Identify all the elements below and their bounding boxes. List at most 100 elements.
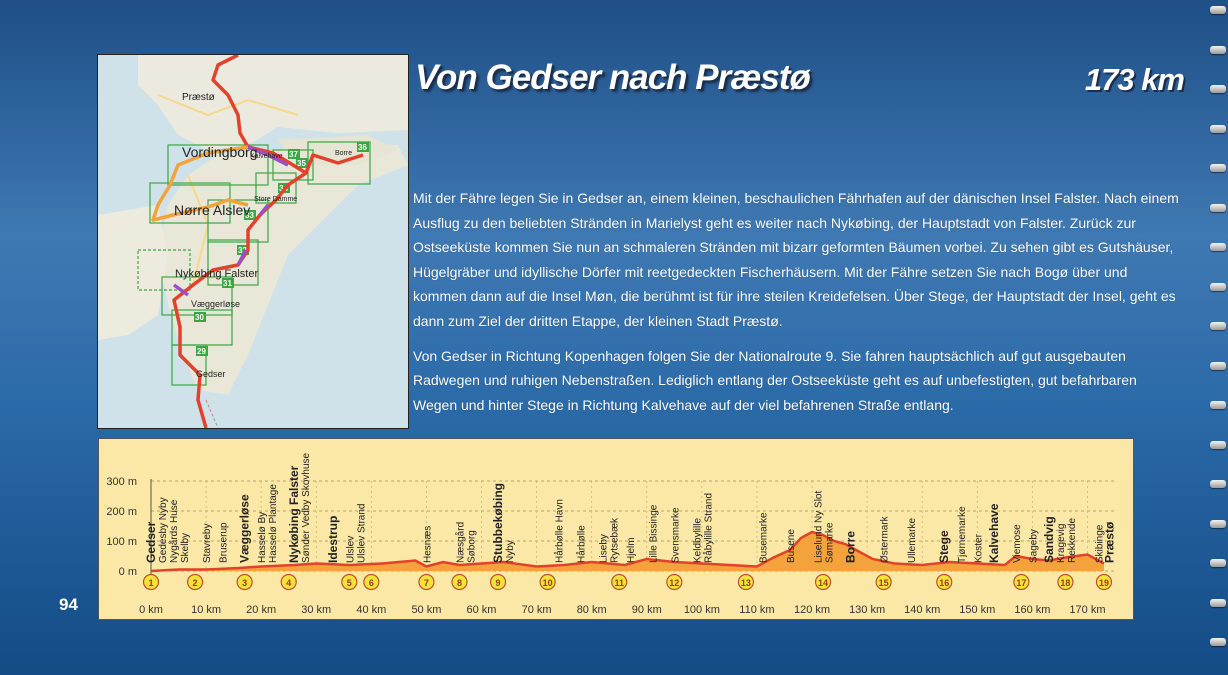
x-axis-label: 70 km (522, 604, 552, 616)
place-label: Stavreby (202, 524, 213, 563)
waypoint-label: 10 (543, 578, 553, 588)
waypoint-markers: 1 2 3 4 5 6 7 8 9 10 11 12 13 14 15 16 17 18 19 (142, 573, 1113, 591)
place-label: Idestrup (326, 516, 340, 563)
place-label: Nørre Alslev (174, 202, 250, 218)
place-label: Råbylille Strand (702, 493, 714, 563)
tile-label: 37 (289, 150, 298, 159)
place-label: Hårbølle (576, 525, 588, 563)
map-canvas: 29 30 31 32 33 34 35 36 37 Præstø Vordin… (98, 55, 408, 428)
waypoint-label: 13 (741, 578, 751, 588)
place-label: Bruserup (219, 522, 230, 563)
place-label: Gedesby Nyby (158, 497, 169, 563)
x-axis-label: 60 km (467, 604, 497, 616)
place-label: Koster (973, 533, 984, 563)
waypoint-marker (1013, 573, 1030, 591)
waypoint-marker (236, 573, 253, 591)
ferry-line (205, 399, 219, 428)
binding-ring (1210, 598, 1226, 607)
place-label: Hasselø By (257, 512, 268, 563)
place-label: Borre (335, 150, 352, 157)
x-axis-label: 20 km (246, 604, 276, 616)
x-axis-label: 0 km (139, 604, 163, 616)
waypoint-label: 8 (457, 578, 462, 588)
place-label: Præstø (182, 92, 215, 103)
binding-ring (1210, 322, 1226, 330)
binding-ring (1210, 6, 1226, 14)
land-zealand (138, 55, 408, 150)
place-label: Sømarke (825, 522, 836, 563)
waypoint-label: 6 (369, 578, 374, 588)
x-axis-label: 110 km (739, 604, 774, 616)
place-label: Viemose (1012, 524, 1023, 563)
place-label: Kragevig (1056, 524, 1067, 563)
waypoint-label: 1 (148, 578, 153, 588)
tile-label: 36 (358, 143, 367, 152)
binding-ring (1210, 480, 1226, 488)
waypoint-label: 7 (424, 578, 429, 588)
y-axis-labels: 300 m 200 m 100 m 0 m (106, 476, 137, 578)
x-axis-label: 10 km (191, 604, 221, 616)
waypoint-label: 3 (242, 578, 247, 588)
x-axis-labels: 0 km 10 km 20 km 30 km 40 km 50 km 60 km 70 km 8… (139, 604, 1105, 616)
binding-ring (1210, 203, 1226, 212)
alt-route (151, 145, 249, 222)
x-axis-label: 150 km (959, 604, 995, 616)
x-axis-label: 170 km (1069, 604, 1105, 616)
place-label: Tjørnemarke (957, 506, 968, 563)
place-label: Lille Bissinge (648, 504, 659, 563)
place-labels: Præstø Vordingborg Kalvehave Borre Store… (174, 92, 352, 379)
place-label: Kalvehave (250, 153, 283, 160)
place-label: Vordingborg (182, 144, 258, 160)
waypoint-marker (936, 573, 953, 591)
waypoint-marker (418, 573, 435, 591)
waypoint-label: 16 (939, 578, 949, 588)
place-label: Søborg (467, 530, 478, 563)
place-label: Store Damme (254, 196, 297, 203)
route-distance: 173 km (1084, 62, 1185, 97)
tile-label: 35 (297, 159, 306, 168)
waypoint-marker (280, 573, 297, 591)
x-axis-label: 100 km (684, 604, 720, 616)
road (157, 94, 299, 117)
waypoint-marker (341, 573, 358, 591)
paragraph: Von Gedser in Richtung Kopenhagen folgen… (413, 347, 1137, 413)
place-label: Svensmarke (670, 507, 681, 563)
tile-label: 29 (197, 347, 206, 356)
waypoint-label: 11 (614, 578, 624, 588)
place-label: Liseby (599, 534, 610, 563)
waypoint-label: 4 (286, 578, 291, 588)
place-label: Stege (937, 530, 951, 563)
waypoint-label: 14 (818, 578, 828, 588)
place-label: Busemarke (759, 512, 770, 563)
place-label: Rytsebæk (610, 517, 621, 563)
place-label: Liselund Ny Slot (814, 491, 825, 563)
place-label: Rekkende (1067, 518, 1078, 563)
place-label: Nygårds Huse (168, 499, 180, 563)
place-label: Ulslev (345, 536, 356, 563)
waypoint-marker (814, 573, 832, 591)
place-label: Hjelm (626, 537, 637, 563)
waypoint-label: 17 (1016, 578, 1026, 588)
spiral-binding (1204, 0, 1228, 675)
land-falster (158, 143, 408, 395)
place-label: Nykøbing Falster (175, 268, 258, 280)
elevation-chart: Gedser Gedesby Nyby Nygårds Huse Skelby Stav… (106, 452, 1117, 616)
place-label: Sønder Vedby Skovhuse (301, 452, 312, 563)
waypoint-marker (666, 573, 683, 591)
x-axis-label: 30 km (301, 604, 331, 616)
binding-ring (1210, 45, 1226, 54)
place-labels: Gedser Gedesby Nyby Nygårds Huse Skelby Stav… (144, 452, 1117, 563)
y-axis-label: 300 m (106, 476, 137, 488)
place-label: Præstø (1103, 521, 1117, 563)
route-map: 29 30 31 32 33 34 35 36 37 Præstø Vordin… (97, 54, 409, 429)
place-label: Ullemarke (907, 518, 918, 563)
x-axis-label: 90 km (632, 604, 662, 616)
waypoint-marker (1095, 573, 1113, 591)
page-title: Von Gedser nach Præstø (415, 58, 811, 97)
waypoint-marker (611, 573, 628, 591)
paragraph: Mit der Fähre legen Sie in Gedser an, ei… (413, 190, 1179, 329)
place-label: Busene (786, 529, 797, 563)
waypoint-marker (489, 573, 507, 591)
waypoint-label: 19 (1099, 578, 1109, 588)
waypoint-marker (539, 573, 556, 591)
